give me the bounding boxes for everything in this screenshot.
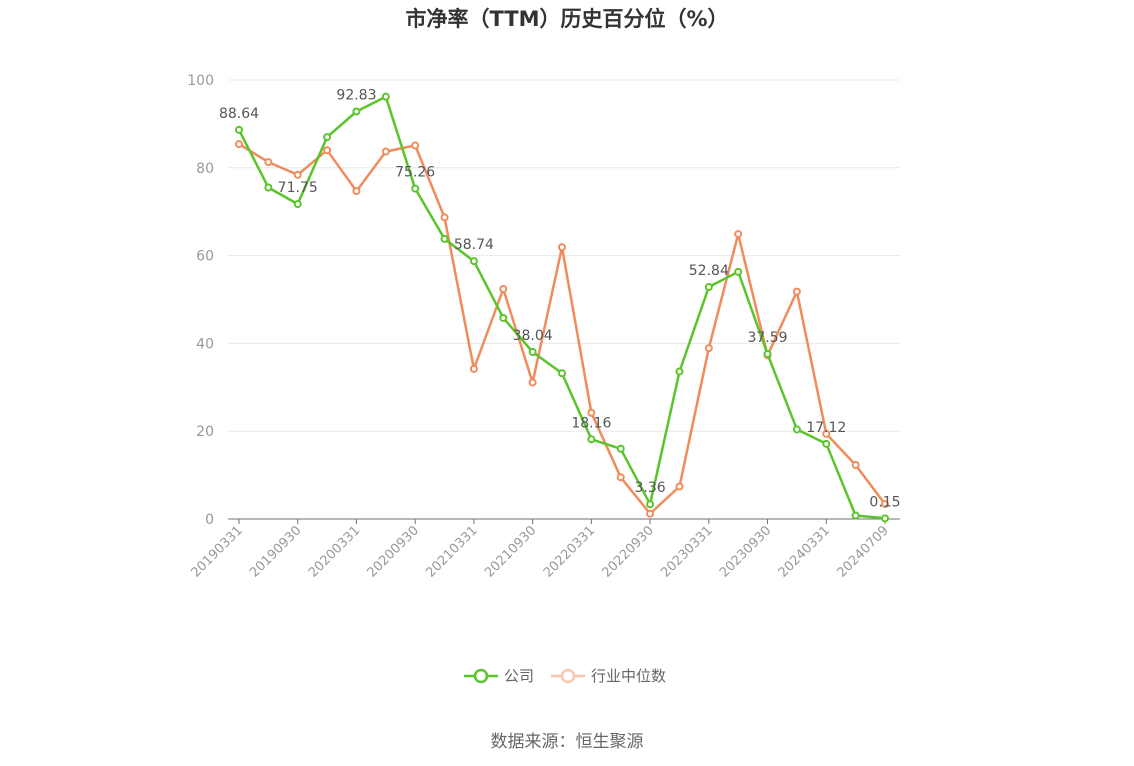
industry-point <box>616 473 625 482</box>
chart-title: 市净率（TTM）历史百分位（%） <box>405 7 728 31</box>
company-point <box>646 500 655 509</box>
company-point <box>528 348 537 357</box>
data-labels: 88.64 71.75 92.83 75.26 58.74 38.04 18.16 3.36 5… <box>219 87 901 510</box>
industry-point <box>323 146 332 155</box>
x-tick-label: 20190930 <box>247 523 304 580</box>
legend-label-company: 公司 <box>504 667 534 685</box>
industry-point <box>822 429 831 438</box>
y-axis: 0 20 40 60 80 100 <box>187 73 214 528</box>
company-point <box>411 184 420 193</box>
industry-point <box>558 243 566 252</box>
y-tick-label: 0 <box>205 512 214 528</box>
x-tick-label: 20220930 <box>600 523 657 580</box>
industry-point <box>675 482 684 491</box>
industry-point <box>587 408 596 417</box>
legend-item-company[interactable]: 公司 <box>464 667 534 685</box>
x-tick-label: 20210930 <box>482 523 539 580</box>
company-line <box>237 95 886 520</box>
data-label: 3.36 <box>635 480 666 496</box>
industry-point <box>792 287 801 296</box>
data-label: 38.04 <box>513 328 553 344</box>
data-label: 52.84 <box>689 263 729 279</box>
y-tick-label: 20 <box>196 424 214 440</box>
industry-point <box>293 170 302 179</box>
y-tick-label: 100 <box>187 73 214 89</box>
company-point <box>440 234 449 243</box>
data-label: 0.15 <box>869 494 900 510</box>
data-label: 18.16 <box>571 415 611 431</box>
company-point <box>675 367 684 376</box>
industry-point <box>235 140 243 149</box>
x-tick-label: 20200331 <box>306 523 363 580</box>
company-point <box>587 435 596 444</box>
x-tick-label: 20200930 <box>365 523 422 580</box>
company-point <box>323 133 332 142</box>
company-point <box>734 267 743 276</box>
company-point <box>792 425 801 434</box>
x-tick-label: 20190331 <box>188 523 245 580</box>
industry-point <box>704 344 713 353</box>
industry-point <box>851 461 860 470</box>
data-label: 37.59 <box>747 330 787 346</box>
industry-point <box>881 500 889 509</box>
company-point <box>499 313 508 322</box>
company-point <box>851 511 860 520</box>
company-point <box>704 283 713 292</box>
industry-point <box>440 213 449 222</box>
company-point <box>881 514 889 523</box>
data-label: 92.83 <box>336 87 376 103</box>
x-tick-label: 20210331 <box>423 523 480 580</box>
industry-line <box>238 143 886 515</box>
company-point <box>763 349 772 358</box>
company-point <box>616 444 625 453</box>
legend-item-industry[interactable]: 行业中位数 <box>551 667 666 685</box>
data-label: 88.64 <box>219 106 259 122</box>
company-point <box>558 369 566 378</box>
x-tick-label: 20230930 <box>717 523 774 580</box>
company-point <box>381 92 390 101</box>
industry-point <box>411 141 420 150</box>
y-tick-label: 40 <box>196 336 214 352</box>
data-label: 17.12 <box>806 420 846 436</box>
industry-point <box>264 158 273 167</box>
data-label: 71.75 <box>278 180 318 196</box>
source-note: 数据来源：恒生聚源 <box>491 732 644 752</box>
industry-point <box>734 230 743 239</box>
legend: 公司 行业中位数 <box>464 667 666 685</box>
series-company <box>235 92 889 523</box>
industry-point <box>381 147 390 156</box>
company-point <box>352 107 361 116</box>
x-tick-label: 20230331 <box>658 523 715 580</box>
company-point <box>469 257 478 266</box>
x-axis: 20190331 20190930 20200331 20200930 20210331… <box>188 518 900 581</box>
company-point <box>822 439 831 448</box>
industry-point <box>646 509 655 518</box>
y-tick-label: 60 <box>196 249 214 265</box>
x-tick-label: 20220331 <box>541 523 598 580</box>
y-tick-label: 80 <box>196 161 214 177</box>
company-point <box>293 200 302 209</box>
x-tick-label: 20240709 <box>834 523 891 580</box>
series-industry <box>235 140 889 518</box>
company-point <box>264 183 273 192</box>
industry-point <box>528 378 537 387</box>
legend-label-industry: 行业中位数 <box>591 667 666 685</box>
industry-point <box>469 364 478 373</box>
industry-point <box>352 187 361 196</box>
data-label: 58.74 <box>454 237 494 253</box>
x-tick-label: 20240331 <box>776 523 833 580</box>
company-point <box>235 125 243 134</box>
industry-point <box>499 284 508 293</box>
data-label: 75.26 <box>395 165 435 181</box>
